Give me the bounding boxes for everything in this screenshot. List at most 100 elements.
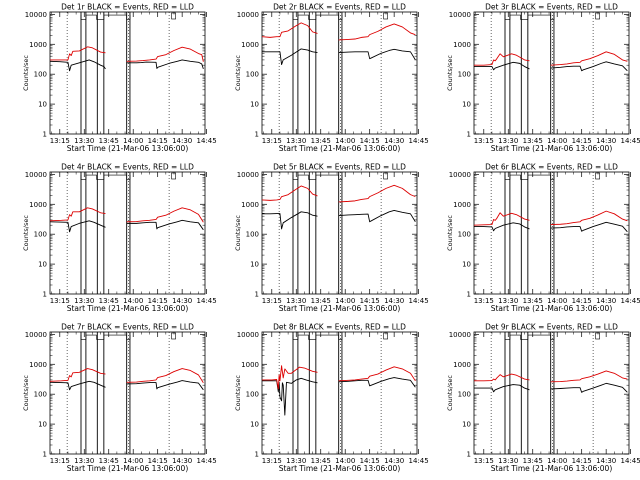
series-lld-line (474, 53, 530, 66)
chart-title: Det 6r BLACK = Events, RED = LLD (485, 163, 618, 172)
y-tick-label: 1 (43, 291, 47, 299)
series-lld-line (338, 23, 416, 41)
x-tick-label: 13:45 (523, 297, 543, 305)
series-lld-line (473, 212, 530, 226)
y-tick-label: 1 (467, 451, 471, 459)
series-lld-line (126, 207, 204, 223)
x-tick-label: 14:00 (547, 297, 567, 305)
x-tick-label: 14:45 (197, 297, 217, 305)
y-tick-label: 100 (34, 231, 47, 239)
x-tick-label: 14:00 (547, 457, 567, 465)
chart-panel-2: Det 2r BLACK = Events, RED = LLD 1 10 100 10… (234, 3, 429, 154)
y-axis-label: Counts/sec (234, 55, 242, 91)
x-tick-label: 13:15 (474, 457, 494, 465)
chart-panel-7: Det 7r BLACK = Events, RED = LLD 1 10 100 10… (22, 323, 217, 474)
x-axis-label: Start Time (21-Mar-06 13:06:00) (279, 304, 401, 313)
series-events-line (338, 210, 416, 223)
x-tick-label: 14:45 (197, 457, 217, 465)
state-marker-box (595, 332, 600, 340)
y-tick-label: 1 (255, 451, 259, 459)
x-axis-label: Start Time (21-Mar-06 13:06:00) (67, 304, 189, 313)
y-axis-label: Counts/sec (234, 215, 242, 251)
chart-panel-8: Det 8r BLACK = Events, RED = LLD 1 10 100 10… (234, 323, 429, 474)
series-lld-line (262, 365, 318, 390)
series-events-line (49, 220, 106, 233)
series-events-line (338, 48, 416, 61)
chart-title: Det 4r BLACK = Events, RED = LLD (61, 163, 194, 172)
x-tick-label: 13:45 (99, 137, 119, 145)
x-tick-label: 13:30 (286, 297, 306, 305)
y-tick-label: 1000 (453, 201, 471, 209)
chart-panel-3: Det 3r BLACK = Events, RED = LLD 1 10 100 10… (446, 3, 640, 154)
x-tick-label: 14:45 (621, 137, 640, 145)
state-step-line (292, 174, 343, 180)
x-tick-label: 14:00 (123, 297, 143, 305)
x-tick-label: 14:30 (384, 137, 404, 145)
y-tick-label: 10 (250, 421, 259, 429)
state-step-line (504, 334, 555, 340)
y-tick-label: 1000 (241, 201, 259, 209)
chart-panel-4: Det 4r BLACK = Events, RED = LLD 1 10 100 10… (22, 163, 217, 314)
series-events-line (474, 384, 530, 393)
series-lld-line (550, 51, 628, 66)
chart-title: Det 1r BLACK = Events, RED = LLD (61, 3, 194, 12)
x-tick-label: 14:45 (621, 297, 640, 305)
series-lld-line (550, 210, 628, 225)
series-lld-line (126, 368, 204, 384)
x-tick-label: 13:30 (286, 137, 306, 145)
x-tick-label: 14:30 (172, 457, 192, 465)
y-tick-label: 10000 (449, 11, 471, 19)
y-tick-label: 10000 (237, 11, 259, 19)
y-tick-label: 10 (38, 421, 47, 429)
x-tick-label: 14:30 (384, 297, 404, 305)
x-tick-label: 14:00 (335, 457, 355, 465)
x-tick-label: 14:30 (172, 297, 192, 305)
x-tick-label: 13:15 (474, 137, 494, 145)
state-step-line (504, 14, 555, 20)
series-events-line (262, 48, 318, 65)
plot-frame (261, 171, 418, 295)
y-tick-label: 10 (250, 261, 259, 269)
state-marker-box (383, 12, 388, 20)
y-tick-label: 10 (38, 101, 47, 109)
x-axis-label: Start Time (21-Mar-06 13:06:00) (491, 464, 613, 473)
chart-title: Det 7r BLACK = Events, RED = LLD (61, 323, 194, 332)
x-tick-label: 13:30 (286, 457, 306, 465)
x-tick-label: 13:30 (74, 297, 94, 305)
y-tick-label: 10000 (237, 331, 259, 339)
plot-frame (473, 171, 630, 295)
y-tick-label: 100 (34, 391, 47, 399)
y-tick-label: 10 (462, 261, 471, 269)
x-axis-label: Start Time (21-Mar-06 13:06:00) (491, 304, 613, 313)
y-tick-label: 1 (255, 291, 259, 299)
series-lld-line (338, 366, 416, 382)
series-events-line (550, 221, 628, 233)
chart-panel-6: Det 6r BLACK = Events, RED = LLD 1 10 100 10… (446, 163, 640, 314)
y-tick-label: 100 (246, 391, 259, 399)
series-lld-line (126, 46, 204, 62)
x-tick-label: 13:15 (50, 457, 70, 465)
series-events-line (262, 211, 318, 230)
y-tick-label: 1 (467, 291, 471, 299)
x-tick-label: 14:30 (596, 457, 616, 465)
x-tick-label: 13:15 (50, 137, 70, 145)
state-step-line (292, 14, 343, 20)
plot-frame (261, 331, 418, 455)
y-tick-label: 100 (458, 391, 471, 399)
x-tick-label: 13:45 (311, 137, 331, 145)
plot-frame (473, 331, 630, 455)
x-tick-label: 14:45 (409, 457, 429, 465)
y-axis-label: Counts/sec (22, 55, 30, 91)
x-tick-label: 13:45 (523, 457, 543, 465)
y-tick-label: 1000 (241, 361, 259, 369)
series-lld-line (261, 185, 318, 201)
chart-panel-1: Det 1r BLACK = Events, RED = LLD 1 10 100 10… (22, 3, 217, 154)
y-tick-label: 10000 (449, 331, 471, 339)
x-tick-label: 14:45 (409, 297, 429, 305)
y-axis-label: Counts/sec (22, 375, 30, 411)
x-tick-label: 13:45 (523, 137, 543, 145)
state-marker-box (383, 332, 388, 340)
x-tick-label: 14:00 (123, 137, 143, 145)
x-tick-label: 14:15 (572, 137, 592, 145)
x-tick-label: 14:00 (335, 297, 355, 305)
